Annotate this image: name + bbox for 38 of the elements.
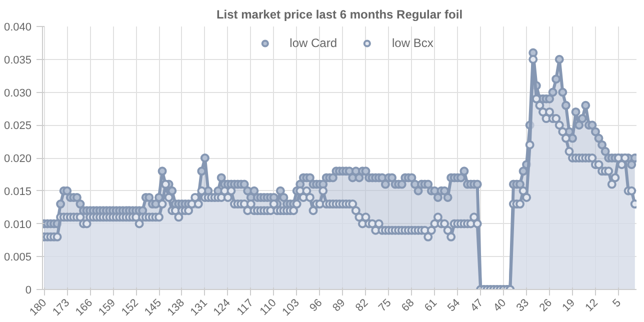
- x-tick-label: 61: [422, 296, 440, 314]
- y-tick-label: 0.040: [4, 22, 32, 34]
- x-tick-label: 75: [376, 296, 394, 314]
- y-tick-label: 0.005: [4, 252, 32, 264]
- x-tick-label: 152: [120, 296, 141, 318]
- legend-label: low Card: [290, 36, 338, 50]
- y-tick-label: 0.025: [4, 120, 32, 132]
- y-tick-label: 0.030: [4, 87, 32, 100]
- chart-title: List market price last 6 months Regular foil: [216, 8, 463, 22]
- y-tick-label: 0: [25, 284, 32, 296]
- x-tick-label: 166: [74, 296, 96, 318]
- x-tick-label: 103: [280, 296, 302, 318]
- x-tick-label: 173: [50, 296, 72, 318]
- x-tick-label: 5: [610, 296, 624, 310]
- x-tick-label: 110: [258, 296, 279, 318]
- x-tick-label: 47: [468, 296, 486, 314]
- x-tick-label: 54: [445, 296, 463, 314]
- x-tick-label: 19: [560, 296, 578, 314]
- y-tick-label: 0.010: [4, 218, 32, 231]
- x-tick-label: 68: [400, 296, 417, 314]
- x-tick-label: 12: [583, 296, 600, 314]
- x-tick-label: 96: [308, 296, 325, 314]
- x-tick-label: 131: [188, 296, 210, 318]
- legend-label: low Bcx: [392, 36, 434, 50]
- x-tick-label: 33: [514, 296, 532, 314]
- x-tick-label: 138: [165, 296, 187, 318]
- x-tick-label: 124: [211, 296, 233, 318]
- x-tick-label: 145: [142, 296, 164, 318]
- y-tick-label: 0.035: [4, 54, 32, 66]
- x-tick-label: 89: [330, 296, 348, 314]
- y-tick-label: 0.020: [4, 153, 32, 165]
- x-tick-label: 40: [491, 296, 509, 314]
- x-tick-label: 26: [537, 296, 554, 314]
- x-tick-label: 82: [354, 296, 371, 314]
- y-tick-label: 0.015: [4, 186, 32, 198]
- x-tick-label: 117: [234, 296, 256, 318]
- x-tick-label: 180: [28, 296, 50, 318]
- x-tick-label: 159: [96, 296, 118, 318]
